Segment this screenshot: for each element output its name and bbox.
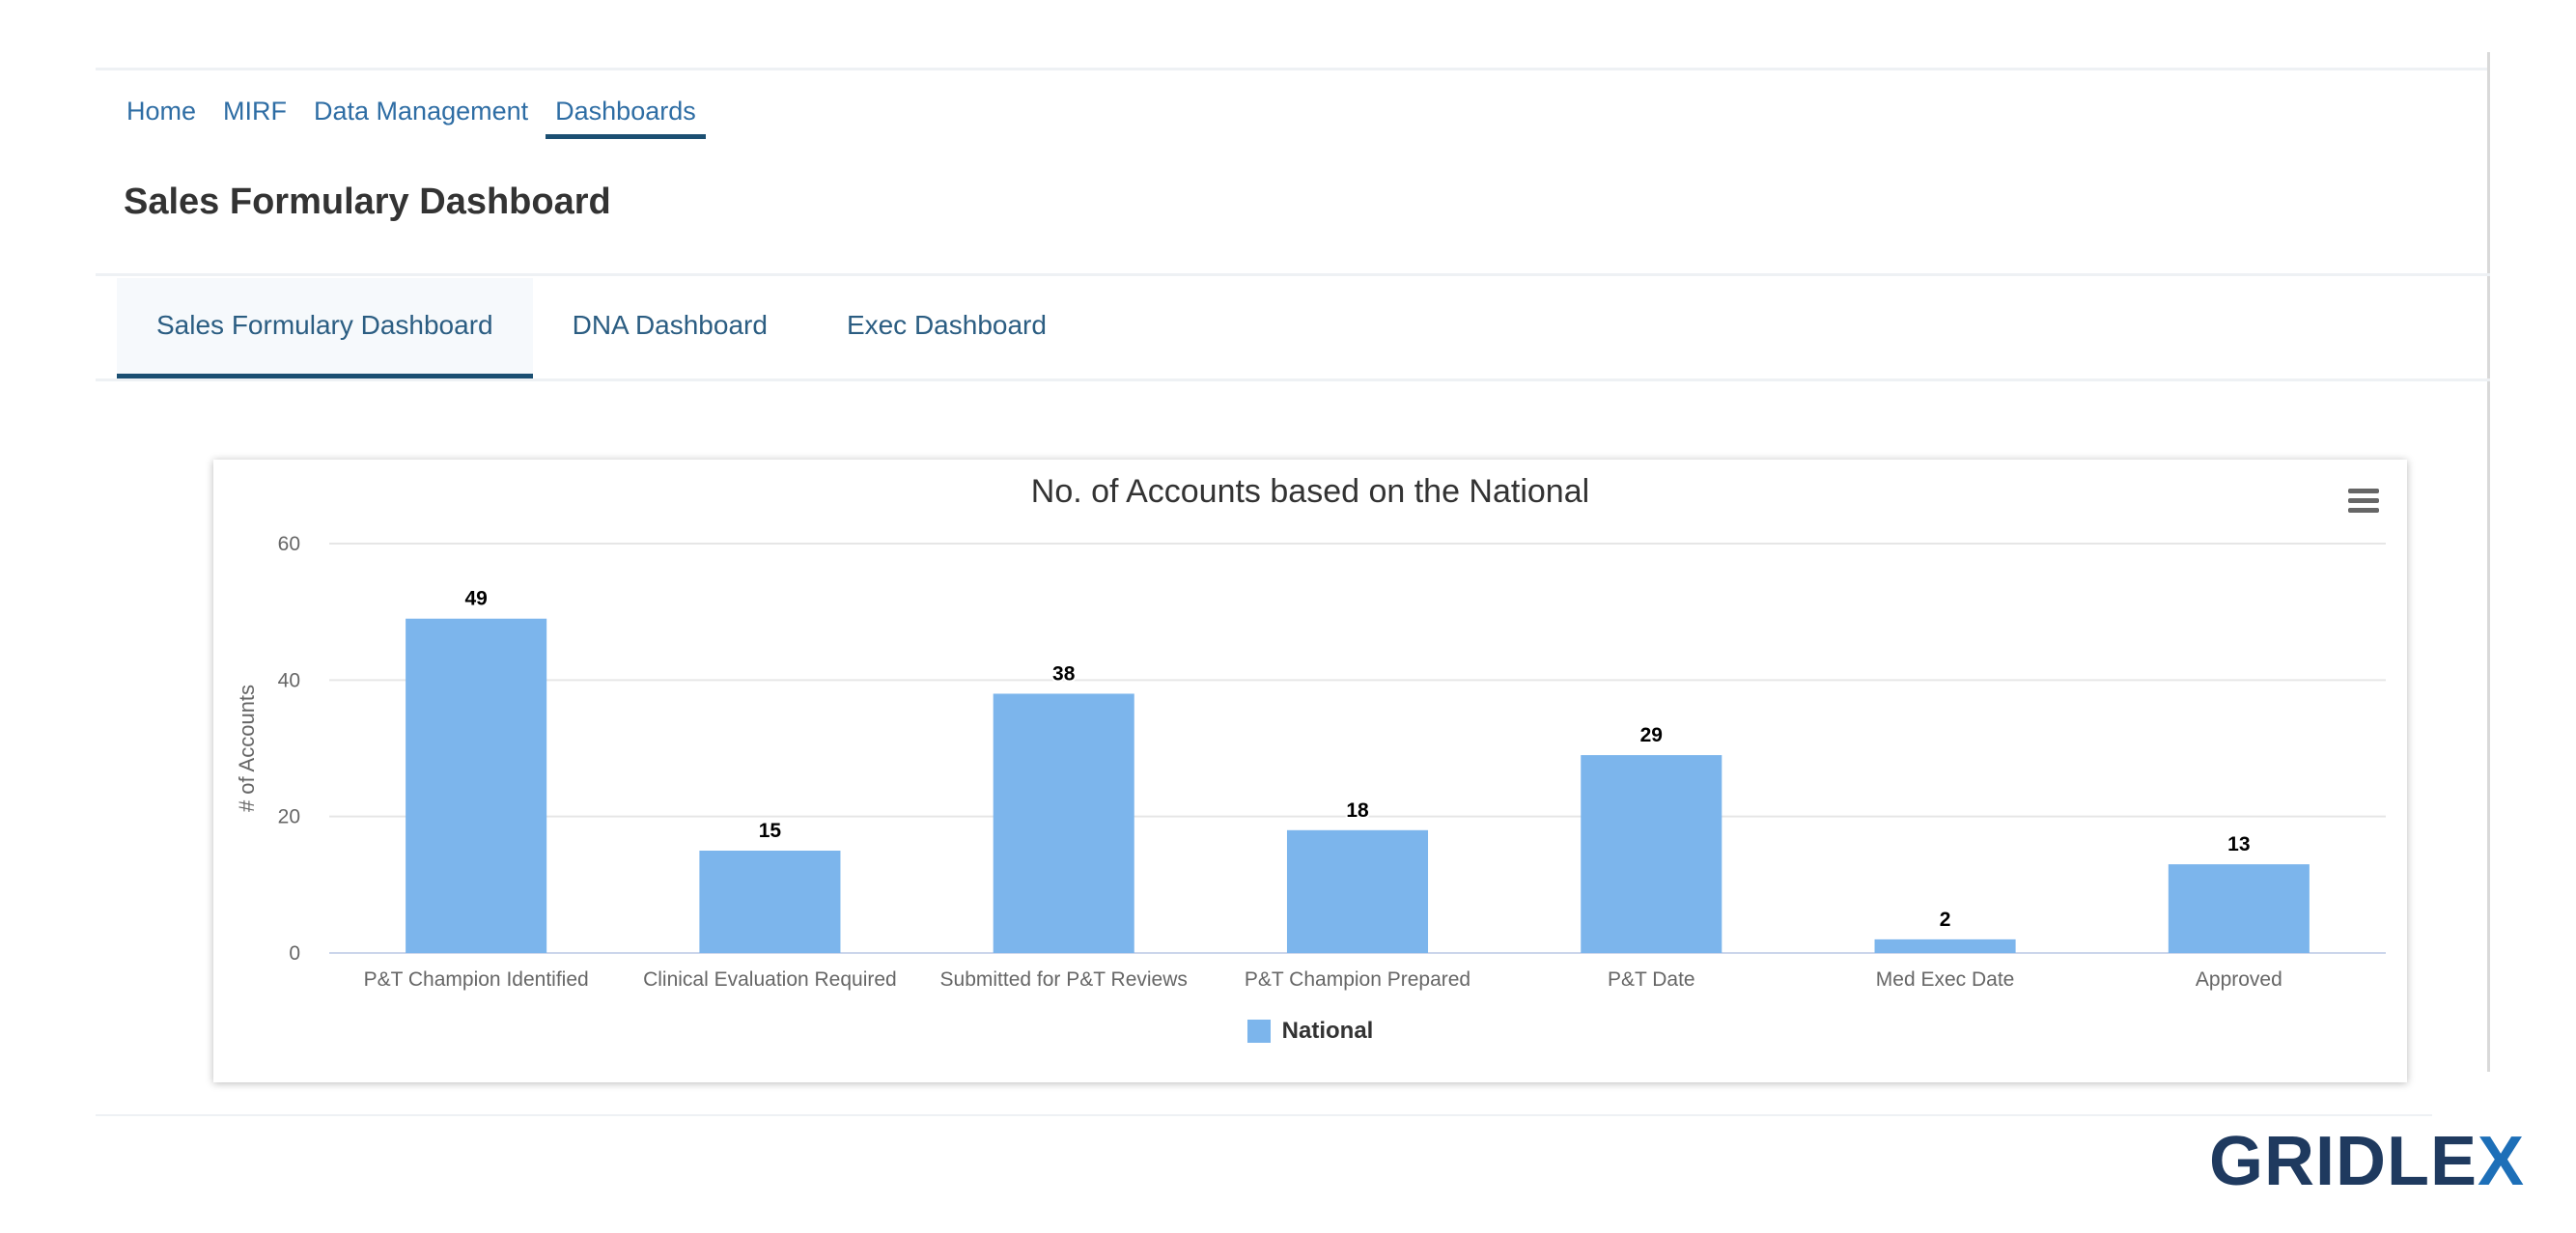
x-tick-label: Med Exec Date: [1876, 968, 2015, 991]
x-tick-label: Approved: [2196, 968, 2282, 991]
bar: [699, 851, 841, 953]
data-label: 49: [464, 588, 487, 610]
data-label: 2: [1940, 909, 1951, 931]
y-axis-title: # of Accounts: [235, 685, 259, 812]
x-tick-label: Clinical Evaluation Required: [643, 968, 897, 991]
data-label: 15: [759, 820, 782, 842]
nav-data-management[interactable]: Data Management: [314, 97, 529, 126]
x-tick-label: P&T Date: [1608, 968, 1695, 991]
y-tick-label-20: 20: [278, 806, 300, 828]
x-tick-label: P&T Champion Identified: [364, 968, 589, 991]
chart-legend[interactable]: National: [213, 1018, 2407, 1045]
tab-exec-dashboard[interactable]: Exec Dashboard: [846, 310, 1047, 340]
legend-swatch: [1246, 1020, 1271, 1043]
chart-card: 0 20 40 60 # of Accounts 49 P&T Champion Ident…: [213, 460, 2407, 1082]
nav-home[interactable]: Home: [126, 97, 197, 126]
data-label: 18: [1346, 799, 1369, 822]
chart-title: No. of Accounts based on the National: [1030, 473, 1590, 510]
bar: [2168, 864, 2310, 953]
brand-accent: X: [2478, 1123, 2526, 1200]
top-divider: [96, 68, 2490, 70]
brand-name: GRIDLE: [2209, 1123, 2478, 1200]
top-nav: Home MIRF Data Management Dashboards: [126, 95, 733, 139]
bar: [1286, 829, 1429, 953]
nav-mirf[interactable]: MIRF: [223, 97, 288, 126]
legend-label: National: [1281, 1018, 1374, 1044]
tabs-top-divider: [96, 273, 2490, 276]
y-tick-label-60: 60: [278, 533, 300, 555]
x-tick-label: Submitted for P&T Reviews: [940, 968, 1188, 991]
x-tick-label: P&T Champion Prepared: [1245, 968, 1470, 991]
y-tick-label-0: 0: [289, 942, 300, 965]
gridlex-logo: GRIDLEX: [2209, 1122, 2525, 1201]
bar: [1581, 755, 1722, 953]
dashboard-tabs: Sales Formulary Dashboard DNA Dashboard …: [96, 278, 2490, 381]
bar-chart: 0 20 40 60 # of Accounts 49 P&T Champion Ident…: [235, 533, 2386, 991]
data-label: 38: [1052, 662, 1076, 685]
page-title: Sales Formulary Dashboard: [124, 182, 611, 222]
bar: [993, 693, 1134, 953]
hamburger-menu-icon[interactable]: [2348, 489, 2379, 516]
nav-dashboards[interactable]: Dashboards: [546, 95, 706, 139]
bar: [1874, 939, 2016, 953]
bar: [406, 618, 547, 953]
data-label: 13: [2227, 833, 2250, 855]
bottom-divider: [96, 1114, 2432, 1116]
y-tick-label-40: 40: [278, 669, 300, 691]
tab-dna-dashboard[interactable]: DNA Dashboard: [572, 310, 768, 340]
tab-sales-formulary-dashboard[interactable]: Sales Formulary Dashboard: [117, 278, 533, 378]
data-label: 29: [1640, 724, 1663, 746]
right-divider: [2487, 52, 2490, 1072]
